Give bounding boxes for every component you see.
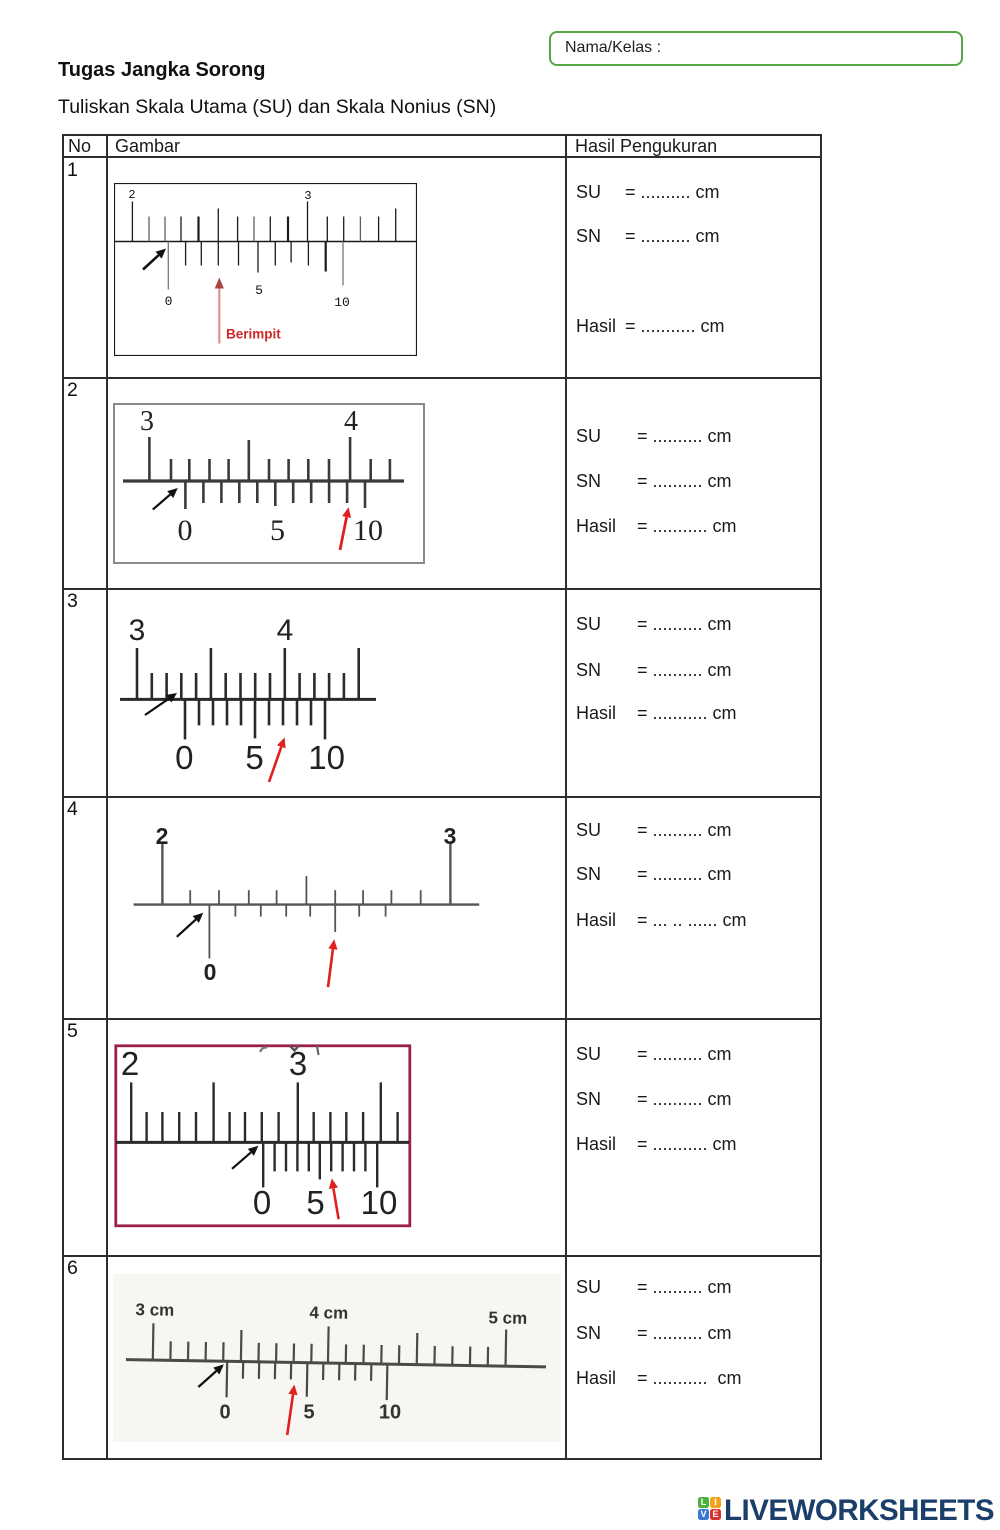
svg-text:10: 10 — [334, 295, 350, 310]
svg-text:3: 3 — [289, 1045, 307, 1082]
svg-text:3: 3 — [304, 189, 311, 203]
svg-text:4 cm: 4 cm — [309, 1303, 348, 1323]
svg-text:5: 5 — [270, 514, 285, 547]
svg-text:3 cm: 3 cm — [135, 1300, 174, 1320]
svg-text:3: 3 — [129, 614, 146, 647]
svg-text:2: 2 — [121, 1045, 139, 1082]
svg-text:2: 2 — [156, 823, 169, 849]
svg-text:5: 5 — [306, 1184, 324, 1221]
svg-text:0: 0 — [204, 959, 217, 985]
svg-text:5: 5 — [255, 283, 263, 298]
svg-text:5: 5 — [245, 739, 263, 776]
svg-text:10: 10 — [361, 1184, 398, 1221]
svg-text:3: 3 — [444, 823, 457, 849]
svg-text:5 cm: 5 cm — [488, 1308, 527, 1328]
svg-text:10: 10 — [379, 1402, 401, 1424]
svg-text:0: 0 — [219, 1402, 230, 1424]
svg-text:4: 4 — [344, 406, 358, 437]
svg-text:0: 0 — [253, 1184, 271, 1221]
svg-text:Berimpit: Berimpit — [226, 327, 281, 342]
svg-text:4: 4 — [277, 614, 294, 647]
svg-text:10: 10 — [353, 514, 383, 547]
svg-text:2: 2 — [128, 188, 135, 202]
svg-text:0: 0 — [175, 739, 193, 776]
svg-text:0: 0 — [165, 294, 173, 309]
svg-text:3: 3 — [140, 406, 154, 437]
svg-text:5: 5 — [303, 1402, 314, 1424]
svg-text:0: 0 — [178, 514, 193, 547]
svg-text:10: 10 — [308, 739, 345, 776]
